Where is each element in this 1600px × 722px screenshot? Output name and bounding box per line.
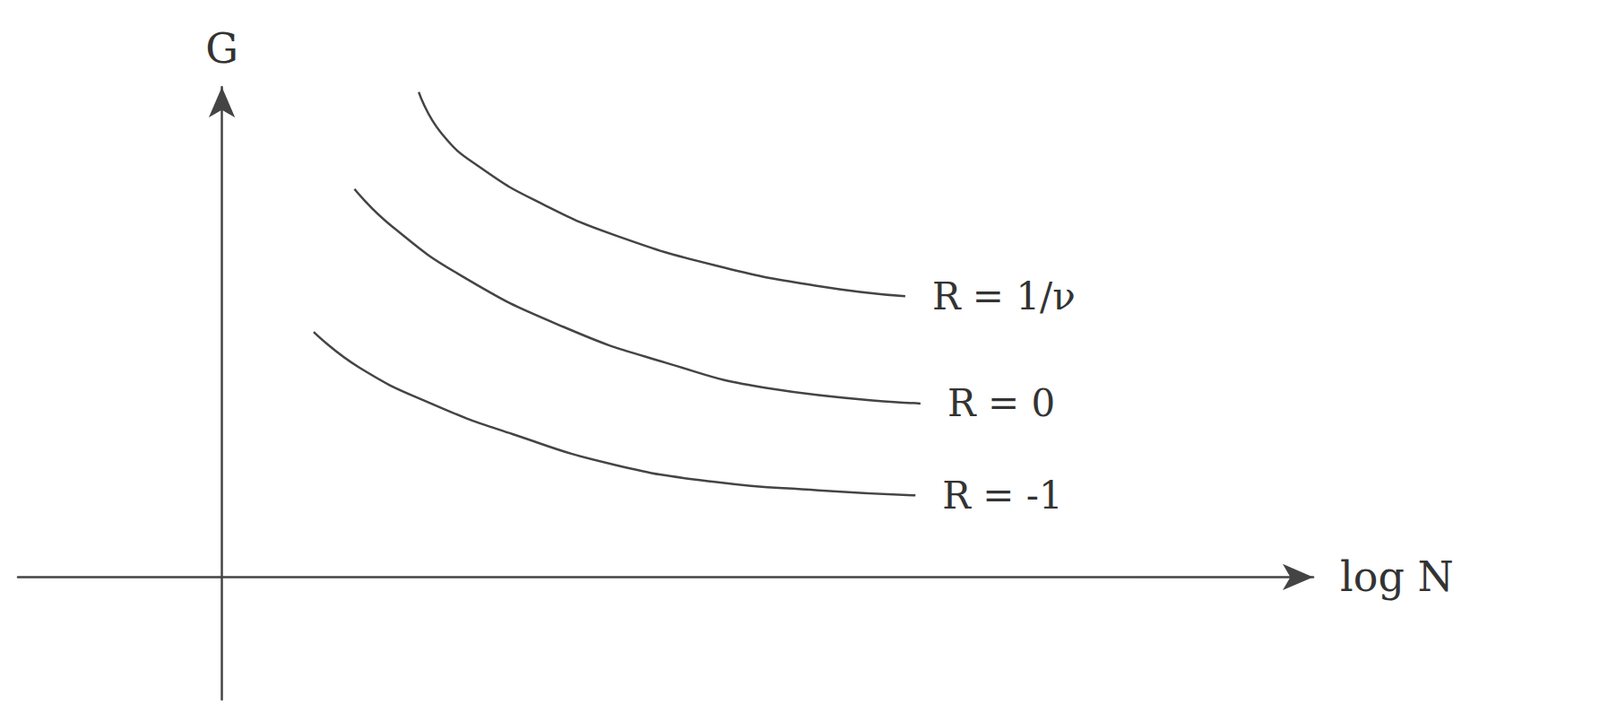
svg-text:R = -1: R = -1 xyxy=(942,473,1063,518)
svg-text:G: G xyxy=(205,24,239,73)
svg-text:log N: log N xyxy=(1340,552,1454,601)
svg-text:R = 1/ν: R = 1/ν xyxy=(932,274,1076,319)
svg-text:R = 0: R = 0 xyxy=(947,380,1056,425)
